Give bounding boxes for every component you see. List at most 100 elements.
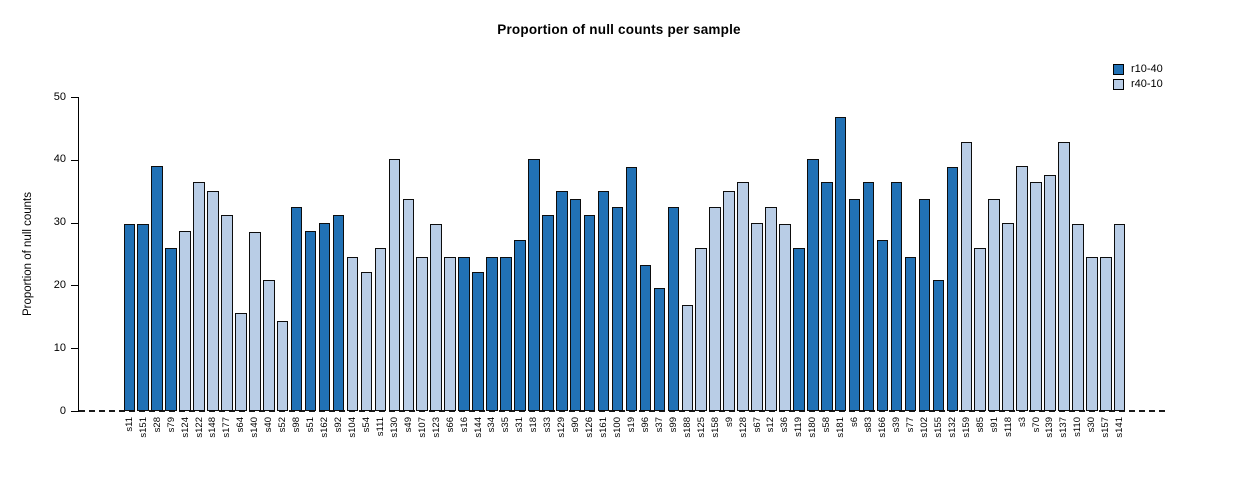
bar-s31 xyxy=(514,239,526,411)
legend-entry-r40-10: r40-10 xyxy=(1113,77,1163,92)
bar-s9 xyxy=(723,191,735,411)
x-tick-label: s52 xyxy=(277,417,289,433)
x-tick-label: s166 xyxy=(877,417,888,438)
x-tick-label: s96 xyxy=(639,417,651,433)
y-tick-label: 40 xyxy=(53,153,66,166)
bar-s162 xyxy=(318,223,331,411)
x-tick-label: s35 xyxy=(500,417,512,433)
x-tick-label: s123 xyxy=(430,417,442,438)
bar-s90 xyxy=(569,199,582,411)
bar-s18 xyxy=(528,159,540,411)
x-tick-label: s39 xyxy=(891,417,902,433)
y-tick-label: 50 xyxy=(53,90,66,103)
x-tick-label: s141 xyxy=(1114,417,1126,438)
bar-s180 xyxy=(807,158,819,411)
bar-s177 xyxy=(221,215,233,411)
x-tick-label: s125 xyxy=(695,417,707,438)
bar-s40 xyxy=(263,280,275,411)
x-tick-label: s139 xyxy=(1044,417,1056,438)
bar-s100 xyxy=(611,206,624,411)
y-tick-label: 10 xyxy=(53,341,66,354)
bar-s155 xyxy=(932,280,945,411)
legend-entry-r10-40: r10-40 xyxy=(1113,62,1163,77)
x-tick-label: s3 xyxy=(1016,417,1028,428)
bar-s139 xyxy=(1044,174,1056,411)
x-tick-label: s151 xyxy=(137,417,149,438)
x-tick-label: s70 xyxy=(1030,417,1042,433)
x-tick-label: s31 xyxy=(514,417,526,433)
y-axis-title: Proportion of null counts xyxy=(22,191,34,317)
bar-s54 xyxy=(360,272,373,411)
bar-s123 xyxy=(430,223,442,411)
x-tick-label: s118 xyxy=(1002,417,1014,437)
x-tick-label: s11 xyxy=(123,417,135,432)
x-tick-label: s159 xyxy=(960,417,972,438)
x-tick-label: s177 xyxy=(221,417,233,438)
x-tick-label: s98 xyxy=(291,417,303,433)
x-tick-label: s40 xyxy=(263,417,275,433)
bar-s6 xyxy=(848,199,861,411)
x-tick-label: s33 xyxy=(542,417,554,433)
x-tick-label: s157 xyxy=(1100,417,1112,438)
bar-s58 xyxy=(821,182,833,411)
bar-s188 xyxy=(681,304,693,411)
bar-s151 xyxy=(137,223,149,411)
y-tick xyxy=(71,348,78,350)
x-tick-label: s161 xyxy=(598,417,609,438)
bar-s37 xyxy=(653,287,666,411)
x-tick-label: s54 xyxy=(360,417,372,433)
x-tick-label: s9 xyxy=(723,417,735,428)
x-tick-label: s180 xyxy=(807,417,819,438)
x-tick-label: s144 xyxy=(472,417,484,438)
x-tick-label: s132 xyxy=(946,417,958,438)
x-tick-label: s148 xyxy=(207,417,219,438)
bar-s51 xyxy=(304,231,317,411)
bar-s102 xyxy=(918,199,931,411)
bar-s16 xyxy=(458,257,470,411)
bar-s129 xyxy=(556,191,568,411)
x-tick-label: s124 xyxy=(179,417,191,438)
x-tick-label: s18 xyxy=(528,417,540,433)
x-tick-label: s155 xyxy=(932,417,944,438)
bar-s119 xyxy=(793,247,805,411)
y-tick xyxy=(71,285,78,287)
bar-s11 xyxy=(123,223,135,411)
bar-s110 xyxy=(1072,223,1084,411)
bar-s36 xyxy=(779,223,791,411)
x-tick-label: s34 xyxy=(486,417,498,433)
bar-s128 xyxy=(737,182,749,411)
bar-s66 xyxy=(444,256,456,411)
x-tick-label: s19 xyxy=(626,417,637,433)
x-tick-label: s83 xyxy=(863,417,875,433)
x-tick-label: s99 xyxy=(667,417,679,433)
x-tick-label: s137 xyxy=(1058,417,1070,438)
bar-s98 xyxy=(290,206,303,411)
x-tick-label: s79 xyxy=(165,417,177,433)
bar-s92 xyxy=(332,215,345,411)
zero-baseline xyxy=(79,410,1165,412)
y-tick-label: 30 xyxy=(53,216,66,229)
bar-s132 xyxy=(946,166,958,411)
y-tick xyxy=(71,411,78,412)
legend-swatch-light xyxy=(1113,79,1124,90)
bar-s85 xyxy=(974,247,986,411)
bar-s35 xyxy=(500,256,512,411)
bar-s12 xyxy=(765,206,777,411)
x-tick-label: s67 xyxy=(751,417,763,433)
x-tick-label: s158 xyxy=(709,417,721,438)
bar-s67 xyxy=(751,223,763,411)
x-tick-label: s64 xyxy=(235,417,247,433)
x-tick-label: s90 xyxy=(570,417,582,433)
x-tick-label: s122 xyxy=(193,417,205,438)
bar-s96 xyxy=(639,264,652,411)
x-tick-label: s126 xyxy=(584,417,596,438)
y-tick-label: 0 xyxy=(59,404,66,417)
bar-s79 xyxy=(165,247,177,411)
bar-s125 xyxy=(695,247,707,411)
legend: r10-40 r40-10 xyxy=(1113,62,1163,92)
x-tick-label: s162 xyxy=(319,417,330,438)
x-tick-label: s66 xyxy=(444,417,456,433)
x-tick-label: s16 xyxy=(458,417,470,433)
x-tick-label: s77 xyxy=(904,417,916,433)
